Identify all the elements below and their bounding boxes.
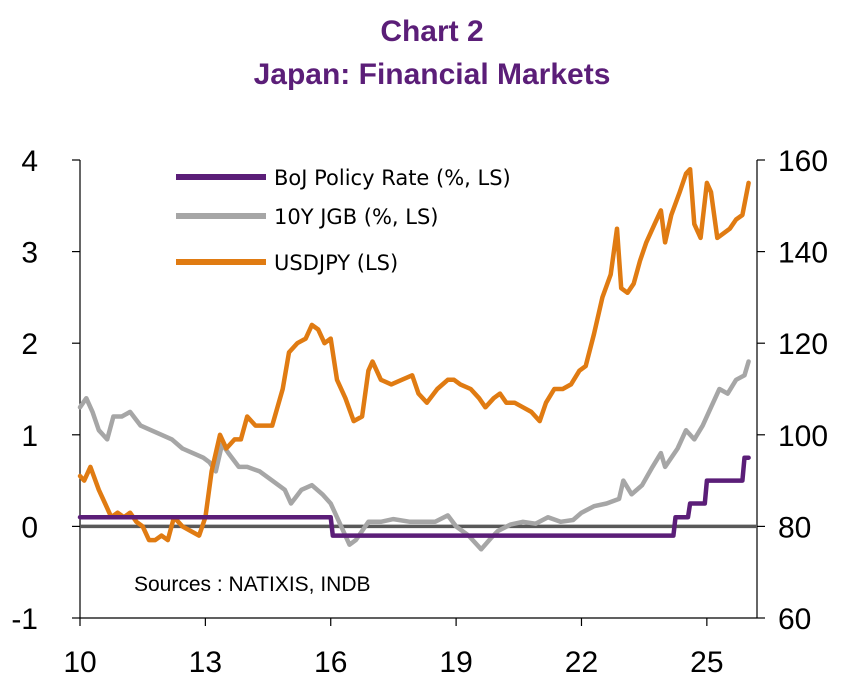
x-tick-label: 19 — [439, 646, 472, 679]
left-tick-label: 1 — [21, 420, 38, 453]
legend-label-usdjpy: USDJPY (LS) — [274, 251, 398, 275]
chart-subtitle: Japan: Financial Markets — [254, 58, 611, 91]
source-note: Sources : NATIXIS, INDB — [134, 573, 371, 596]
axes — [79, 160, 758, 619]
right-tick-label: 140 — [778, 237, 828, 270]
right-tick-label: 160 — [778, 145, 828, 178]
series-line-boj-policy-rate — [77, 455, 751, 538]
left-tick-label: 4 — [21, 145, 38, 178]
legend-label-boj: BoJ Policy Rate (%, LS) — [274, 166, 511, 190]
right-tick-label: 60 — [778, 603, 811, 636]
left-tick-label: -1 — [11, 603, 38, 636]
x-tick-label: 22 — [565, 646, 598, 679]
series-layer — [77, 166, 751, 552]
right-tick-label: 80 — [778, 511, 811, 544]
right-tick-label: 100 — [778, 420, 828, 453]
right-tick-label: 120 — [778, 328, 828, 361]
x-tick-label: 16 — [314, 646, 347, 679]
series-line-10y-jgb — [77, 359, 751, 552]
series-line-usdjpy — [77, 166, 751, 543]
legend-label-jgb: 10Y JGB (%, LS) — [274, 205, 439, 229]
left-tick-label: 3 — [21, 237, 38, 270]
x-tick-label: 25 — [690, 646, 723, 679]
left-tick-label: 2 — [21, 328, 38, 361]
legend: BoJ Policy Rate (%, LS) 10Y JGB (%, LS) … — [176, 166, 511, 275]
x-tick-label: 13 — [189, 646, 222, 679]
x-tick-label: 10 — [63, 646, 96, 679]
chart-title: Chart 2 — [380, 15, 483, 48]
left-tick-label: 0 — [21, 511, 38, 544]
